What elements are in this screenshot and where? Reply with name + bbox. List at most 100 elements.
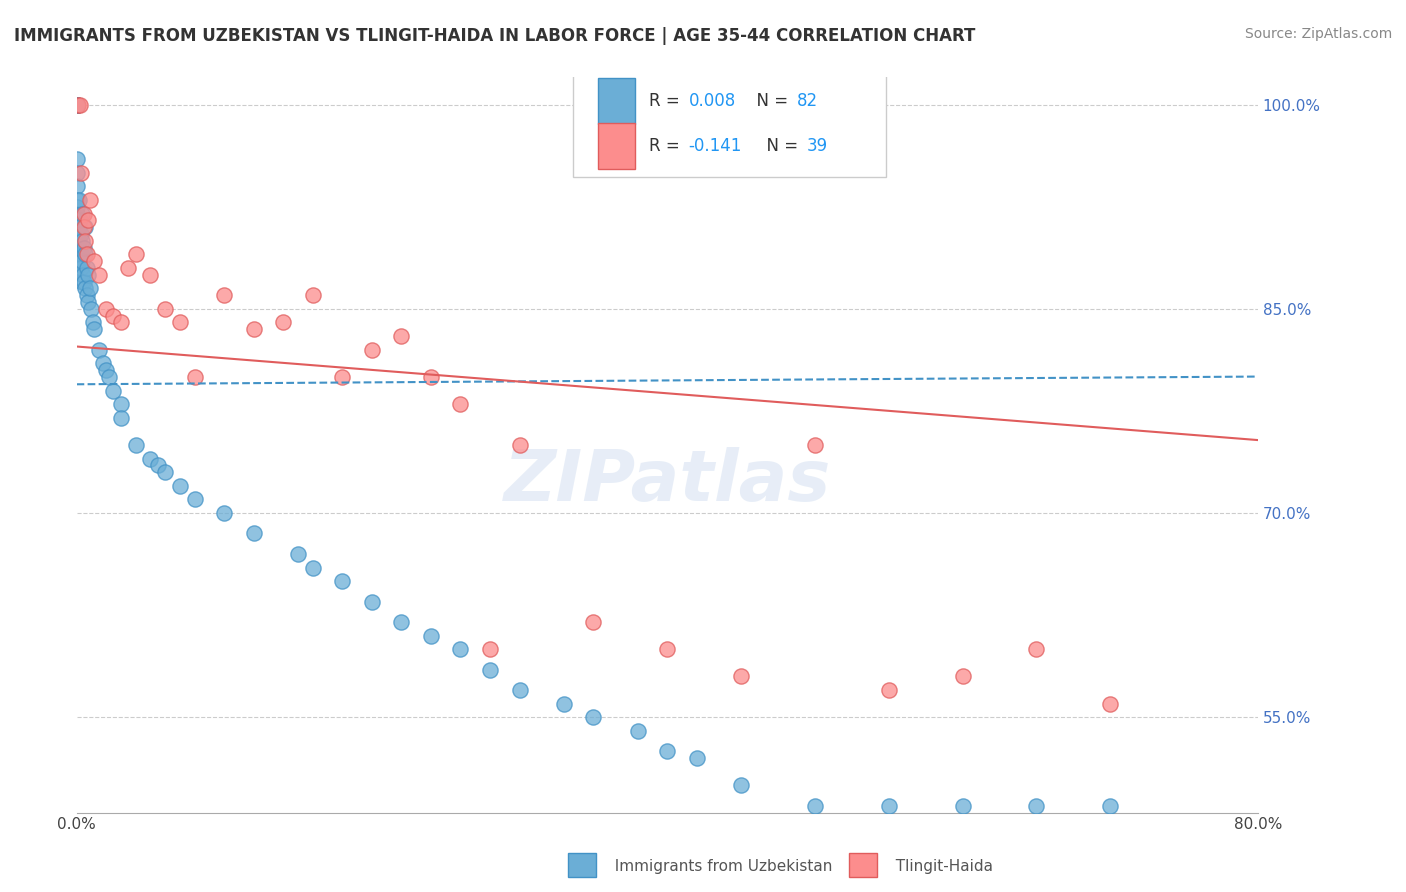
Point — [479, 663, 502, 677]
Point — [124, 438, 146, 452]
Point — [94, 301, 117, 316]
Point — [183, 492, 205, 507]
Point — [87, 268, 110, 282]
Point — [242, 322, 264, 336]
Point — [70, 260, 93, 275]
Point — [69, 97, 91, 112]
Point — [65, 97, 87, 112]
Text: IMMIGRANTS FROM UZBEKISTAN VS TLINGIT-HAIDA IN LABOR FORCE | AGE 35-44 CORRELATI: IMMIGRANTS FROM UZBEKISTAN VS TLINGIT-HA… — [14, 27, 976, 45]
Point — [73, 206, 96, 220]
Point — [804, 798, 827, 813]
Point — [169, 316, 191, 330]
Point — [69, 213, 91, 227]
Point — [72, 268, 94, 282]
Point — [79, 193, 101, 207]
Point — [76, 288, 98, 302]
Point — [65, 193, 87, 207]
Point — [553, 697, 575, 711]
Point — [730, 778, 752, 792]
Point — [76, 247, 98, 261]
Point — [117, 260, 139, 275]
Point — [301, 288, 323, 302]
Point — [65, 152, 87, 166]
Point — [65, 97, 87, 112]
Text: N =: N = — [747, 92, 794, 110]
Point — [271, 316, 294, 330]
Point — [87, 343, 110, 357]
Point — [65, 179, 87, 194]
Point — [65, 97, 87, 112]
Point — [73, 275, 96, 289]
Point — [77, 295, 100, 310]
Point — [67, 247, 90, 261]
Point — [75, 220, 97, 235]
Point — [450, 642, 472, 657]
Point — [98, 370, 121, 384]
Point — [65, 247, 87, 261]
Point — [103, 309, 125, 323]
Point — [1025, 798, 1047, 813]
Point — [952, 669, 974, 683]
Point — [79, 281, 101, 295]
Point — [65, 200, 87, 214]
Point — [124, 247, 146, 261]
Point — [509, 438, 531, 452]
Point — [139, 451, 162, 466]
Point — [65, 97, 87, 112]
Point — [420, 370, 443, 384]
Point — [75, 247, 97, 261]
Text: ZIPatlas: ZIPatlas — [503, 447, 831, 516]
Point — [952, 798, 974, 813]
Point — [110, 397, 132, 411]
Point — [450, 397, 472, 411]
Point — [75, 234, 97, 248]
Point — [72, 206, 94, 220]
Point — [65, 234, 87, 248]
Point — [77, 268, 100, 282]
Point — [82, 316, 104, 330]
Point — [1099, 697, 1122, 711]
Point — [730, 669, 752, 683]
Text: -0.141: -0.141 — [689, 136, 742, 155]
Point — [70, 227, 93, 241]
Text: 39: 39 — [807, 136, 828, 155]
Point — [582, 615, 605, 629]
Point — [212, 288, 235, 302]
FancyBboxPatch shape — [598, 123, 636, 169]
Point — [153, 465, 176, 479]
Point — [83, 254, 105, 268]
Point — [72, 254, 94, 268]
Point — [686, 751, 709, 765]
Point — [420, 629, 443, 643]
Point — [72, 234, 94, 248]
Point — [183, 370, 205, 384]
Point — [76, 260, 98, 275]
Point — [330, 574, 353, 588]
Point — [94, 363, 117, 377]
Point — [91, 356, 114, 370]
Point — [301, 560, 323, 574]
Point — [153, 301, 176, 316]
Point — [657, 744, 679, 758]
Point — [65, 241, 87, 255]
Text: R =: R = — [650, 92, 686, 110]
Point — [77, 213, 100, 227]
Text: Immigrants from Uzbekistan: Immigrants from Uzbekistan — [605, 859, 832, 874]
Point — [509, 683, 531, 698]
Point — [65, 213, 87, 227]
Point — [65, 97, 87, 112]
Point — [389, 329, 412, 343]
Point — [67, 254, 90, 268]
Point — [70, 166, 93, 180]
Text: Source: ZipAtlas.com: Source: ZipAtlas.com — [1244, 27, 1392, 41]
Text: Tlingit-Haida: Tlingit-Haida — [886, 859, 993, 874]
Point — [110, 316, 132, 330]
Point — [479, 642, 502, 657]
Point — [627, 723, 650, 738]
Point — [360, 594, 382, 608]
Point — [67, 234, 90, 248]
Point — [67, 193, 90, 207]
Point — [804, 438, 827, 452]
FancyBboxPatch shape — [572, 62, 886, 177]
Text: R =: R = — [650, 136, 686, 155]
